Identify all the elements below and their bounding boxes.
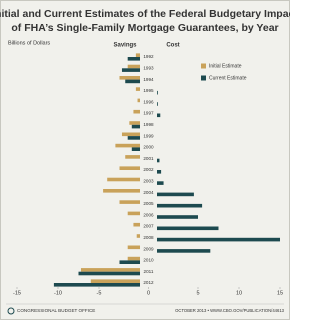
y-tick-label: 1999 [143,133,154,138]
y-tick-label: 2010 [143,258,154,263]
bar [127,211,140,216]
legend-swatch [201,63,206,69]
y-tick-label: 2001 [143,156,154,161]
y-tick-label: 2011 [144,269,154,274]
bar [133,109,140,114]
bar [121,132,140,137]
bar [157,226,219,231]
x-tick-label: 10 [236,290,242,296]
y-tick-label: 1998 [143,122,154,127]
y-tick-label: 2003 [143,179,154,184]
bar [157,102,158,106]
bar [127,64,140,69]
bar [131,147,140,151]
y-tick-label: 2007 [143,224,154,229]
y-tick-label: 2005 [143,201,154,206]
legend-swatch [201,75,206,81]
y-tick-label: 1997 [143,111,154,116]
bar [157,113,161,118]
cbo-logo [7,307,15,315]
bar [157,203,203,208]
footer-right: OCTOBER 2013 • WWW.CBO.GOV/PUBLICATION/4… [175,308,284,313]
bar [127,245,140,250]
bar [157,90,158,95]
bar [119,76,140,80]
x-tick-label: -15 [13,290,21,296]
bar [115,143,140,148]
y-tick-label: 2000 [143,145,154,150]
x-tick-label: -10 [54,290,62,296]
y-tick-label: 2008 [143,235,154,240]
bar [103,189,140,193]
bar [157,170,162,174]
y-tick-label: 1993 [143,66,154,71]
y-tick-label: 2012 [143,280,154,285]
bar [135,87,140,91]
bar [131,124,140,129]
subtitle: Billions of Dollars [8,40,50,46]
footer-left: CONGRESSIONAL BUDGET OFFICE [17,308,95,313]
bar [119,166,140,170]
y-tick-label: 1994 [143,77,154,82]
bar [133,222,140,227]
y-tick-label: 1996 [143,99,154,104]
bar [127,57,140,61]
bar [119,200,140,204]
y-tick-label: 2002 [143,167,154,172]
bar [127,256,140,261]
bar [157,249,211,253]
bar [53,283,140,287]
legend-label: Current Estimate [209,75,247,81]
savings-label: Savings [113,43,137,49]
x-tick-label: 5 [196,290,199,296]
x-tick-label: -5 [97,290,102,296]
x-tick-label: 0 [147,290,150,296]
bar [121,68,140,72]
y-tick-label: 2004 [143,190,154,195]
y-tick-label: 1992 [143,54,154,59]
bar [157,192,194,197]
chart-title-line2: of FHA’s Single-Family Mortgage Guarante… [11,22,278,34]
y-tick-label: 2009 [143,246,154,251]
bar [90,279,140,283]
y-tick-label: 2006 [143,212,154,217]
x-tick-label: 15 [277,290,283,296]
background [0,0,290,320]
bar [157,181,164,185]
bar [80,268,140,272]
bar [136,234,140,238]
bar [127,136,140,140]
chart: Initial and Current Estimates of the Fed… [0,0,290,320]
bar [135,53,140,57]
bar [125,155,140,159]
bar [157,237,280,242]
bar [125,79,140,84]
bar [157,215,198,219]
legend-label: Initial Estimate [209,63,242,69]
cost-label: Cost [166,43,179,49]
bar [157,158,160,163]
y-tick-label: 1995 [143,88,154,93]
bar [137,98,140,103]
bar [119,260,140,264]
chart-title-line1: Initial and Current Estimates of the Fed… [0,8,290,20]
bar [129,121,140,125]
bar [107,177,140,182]
bar [78,271,140,276]
